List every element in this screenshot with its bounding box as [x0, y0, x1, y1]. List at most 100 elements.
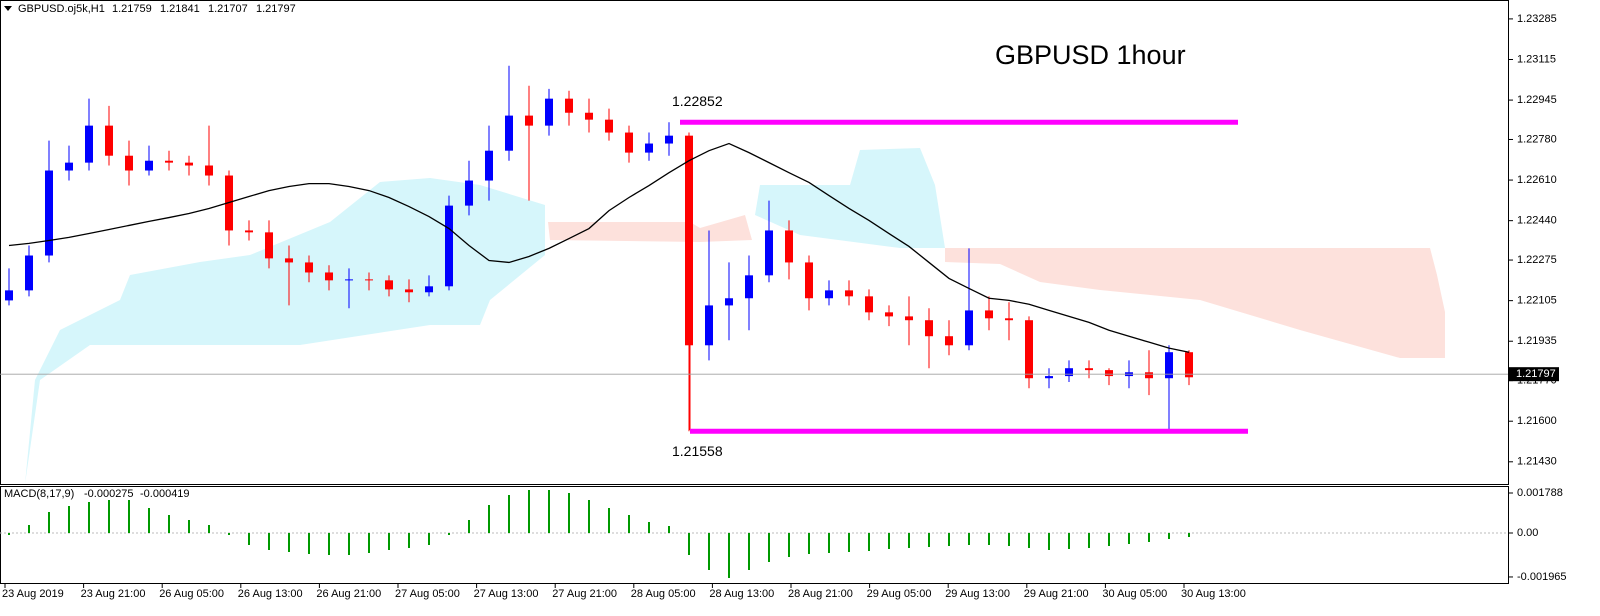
- y-tick-label: 1.22275: [1517, 254, 1557, 266]
- candle-body: [25, 255, 33, 291]
- last-price-box: [1509, 367, 1559, 382]
- level-label: 1.22852: [672, 93, 723, 109]
- candle-body: [845, 290, 853, 297]
- candle-body: [405, 289, 413, 293]
- header: GBPUSD.oj5k,H1 1.21759 1.21841 1.21707 1.217…: [18, 3, 296, 15]
- candle-body: [945, 336, 953, 346]
- candle-body: [1105, 370, 1113, 377]
- candle-body: [665, 135, 673, 144]
- candle-body: [685, 135, 693, 346]
- candle-body: [1085, 368, 1093, 371]
- candle-body: [605, 119, 613, 133]
- candle-body: [785, 230, 793, 263]
- candle-body: [45, 170, 53, 256]
- candle-body: [325, 272, 333, 281]
- candle-body: [905, 316, 913, 321]
- y-tick-label: 1.22780: [1517, 133, 1557, 145]
- cloud-bear: [945, 248, 1445, 358]
- x-tick-label: 29 Aug 13:00: [945, 588, 1010, 600]
- menu-icon: [4, 6, 12, 11]
- candle-body: [1025, 320, 1033, 379]
- candle-body: [545, 98, 553, 126]
- candle-body: [425, 286, 433, 293]
- last-price-label: 1.21797: [1516, 368, 1556, 380]
- x-tick-label: 28 Aug 05:00: [631, 588, 696, 600]
- candle-body: [165, 160, 173, 163]
- candle-body: [445, 205, 453, 287]
- cloud-bull: [755, 148, 945, 248]
- y-tick-label: 1.23285: [1517, 13, 1557, 25]
- candle-body: [385, 280, 393, 290]
- candle-body: [825, 290, 833, 299]
- cloud-bull: [25, 178, 545, 484]
- candle-body: [925, 320, 933, 337]
- candle-body: [985, 310, 993, 319]
- x-tick-label: 29 Aug 05:00: [867, 588, 932, 600]
- y-tick-label: 1.21600: [1517, 415, 1557, 427]
- x-tick-label: 26 Aug 05:00: [159, 588, 224, 600]
- candle-body: [345, 279, 353, 281]
- candle-body: [805, 262, 813, 299]
- candle-body: [885, 312, 893, 317]
- candle-body: [1045, 376, 1053, 379]
- candle-body: [145, 160, 153, 171]
- candle-body: [265, 232, 273, 259]
- candle-body: [645, 143, 653, 153]
- candle-body: [85, 125, 93, 163]
- candle-body: [585, 112, 593, 120]
- candle-body: [1145, 372, 1153, 379]
- cloud: [25, 148, 1445, 484]
- candle-body: [705, 305, 713, 346]
- candle-body: [1065, 368, 1073, 377]
- y-tick-label: 1.22945: [1517, 94, 1557, 106]
- y-tick-label: 1.22440: [1517, 215, 1557, 227]
- moving-average: [8, 142, 1190, 353]
- x-tick-label: 26 Aug 21:00: [316, 588, 381, 600]
- candle-body: [625, 132, 633, 153]
- x-tick-label: 27 Aug 21:00: [552, 588, 617, 600]
- candle-body: [725, 298, 733, 306]
- ohlc-value: 1.21841: [160, 3, 200, 15]
- candle-body: [1185, 352, 1193, 378]
- candle-body: [1165, 352, 1173, 379]
- cloud-bear: [548, 215, 752, 242]
- level-label: 1.21558: [672, 443, 723, 459]
- y-tick-label: 0.001788: [1517, 487, 1563, 499]
- candle-body: [485, 150, 493, 181]
- candle-body: [285, 258, 293, 263]
- x-tick-label: 30 Aug 13:00: [1181, 588, 1246, 600]
- x-tick-label: 27 Aug 13:00: [474, 588, 539, 600]
- candle-body: [105, 125, 113, 156]
- candle-body: [565, 98, 573, 113]
- candle-body: [765, 230, 773, 276]
- x-tick-label: 23 Aug 21:00: [81, 588, 146, 600]
- y-tick-label: 1.23115: [1517, 53, 1556, 65]
- candle-body: [125, 155, 133, 171]
- candle-body: [205, 165, 213, 176]
- candle-body: [5, 290, 13, 301]
- candle-body: [505, 115, 513, 151]
- macd-value: -0.000275: [84, 488, 134, 500]
- y-tick-label: 1.21935: [1517, 335, 1557, 347]
- chart-title: GBPUSD 1hour: [995, 40, 1186, 70]
- y-tick-label: 1.22105: [1517, 295, 1557, 307]
- y-tick-label: 1.22610: [1517, 174, 1557, 186]
- y-tick-label: 0.00: [1517, 527, 1538, 539]
- candle-body: [245, 230, 253, 233]
- y-tick-label: -0.001965: [1517, 571, 1567, 583]
- macd-value: -0.000419: [140, 488, 190, 500]
- x-tick-label: 28 Aug 13:00: [709, 588, 774, 600]
- x-tick-label: 29 Aug 21:00: [1024, 588, 1089, 600]
- y-tick-label: 1.21430: [1517, 456, 1557, 468]
- candle-body: [365, 279, 373, 281]
- x-tick-label: 23 Aug 2019: [2, 588, 64, 600]
- symbol: GBPUSD.oj5k,H1: [18, 3, 105, 15]
- candle-body: [965, 310, 973, 346]
- macd-panel: [0, 486, 1509, 584]
- x-tick-label: 27 Aug 05:00: [395, 588, 460, 600]
- candle-body: [1005, 318, 1013, 321]
- x-tick-label: 26 Aug 13:00: [238, 588, 303, 600]
- candle-body: [465, 180, 473, 206]
- x-tick-label: 30 Aug 05:00: [1102, 588, 1167, 600]
